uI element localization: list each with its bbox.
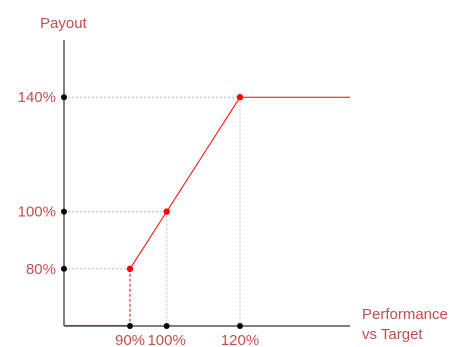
- y-axis-marker: [61, 94, 67, 101]
- y-tick-label: 80%: [26, 261, 56, 278]
- series-line: [129, 96, 350, 270]
- y-tick-labels: 80% 100% 140%: [18, 89, 56, 278]
- x-axis-label: Performance vs Target: [362, 306, 452, 343]
- x-axis-marker: [163, 323, 170, 329]
- x-axis-label-line-1: Performance: [362, 306, 448, 323]
- x-axis-marker: [127, 323, 133, 329]
- x-axis-label-line-2: vs Target: [362, 326, 423, 343]
- x-tick-labels: 90% 100% 120%: [115, 332, 259, 347]
- y-axis-marker: [61, 265, 67, 272]
- reference-lines: [64, 96, 241, 326]
- y-axis-label: Payout: [40, 15, 88, 32]
- y-axis-marker: [61, 208, 67, 215]
- x-tick-label: 90%: [115, 332, 145, 347]
- data-point: [163, 208, 170, 215]
- x-tick-label: 100%: [147, 332, 185, 347]
- x-tick-label: 120%: [221, 332, 259, 347]
- y-tick-label: 100%: [18, 204, 56, 221]
- axes: [63, 40, 350, 327]
- x-axis-marker: [237, 323, 243, 329]
- payout-series: [64, 94, 350, 326]
- y-tick-label: 140%: [18, 89, 56, 106]
- tick-markers: [61, 94, 243, 329]
- data-point: [126, 265, 134, 272]
- data-point: [236, 94, 244, 101]
